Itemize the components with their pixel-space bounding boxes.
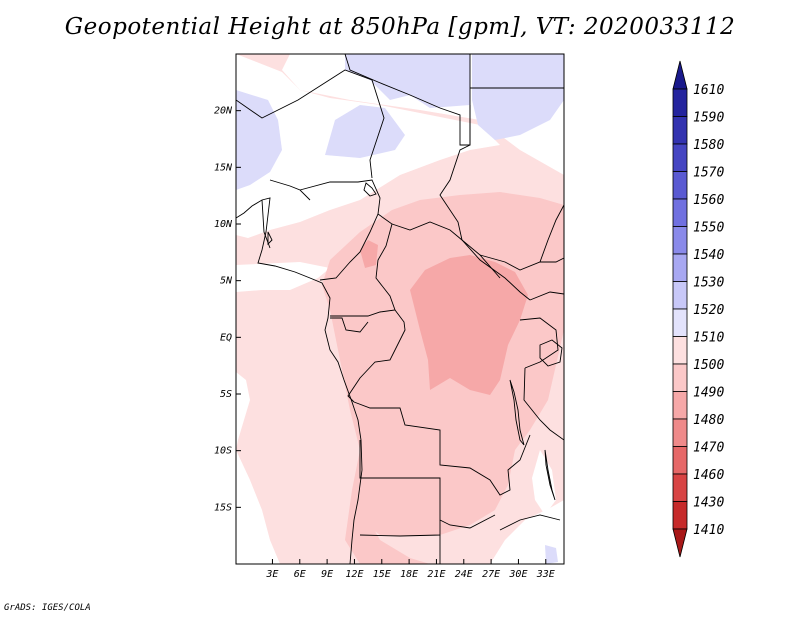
lon-tick-label: 12E [345, 569, 363, 580]
colorbar-label: 1590 [693, 111, 724, 126]
field-band-1520-northeast [472, 54, 564, 140]
field-band-1510-east [532, 450, 556, 515]
field-band-1480-north [360, 240, 378, 268]
field-band-1520-south [545, 545, 558, 564]
colorbar-label: 1570 [693, 166, 724, 181]
lon-tick-label: 18E [400, 569, 418, 580]
colorbar-label: 1540 [693, 248, 724, 263]
lon-tick-label: 21E [427, 569, 445, 580]
lat-tick-label: 20N [214, 106, 233, 117]
colorbar-swatch [672, 88, 688, 117]
border-sudan-south [479, 254, 564, 271]
colorbar-swatch [672, 446, 688, 475]
lon-tick-label: 3E [265, 569, 278, 580]
colorbar-top-triangle [672, 60, 688, 90]
colorbar-label: 1480 [693, 413, 724, 428]
latitude-axis: 20N 15N 10N 5N EQ 5S 10S 15S [214, 106, 241, 513]
border-ethiopia [539, 204, 564, 263]
border-east [529, 291, 564, 301]
colorbar-swatch [672, 336, 688, 365]
border-chad-sudan [439, 54, 501, 279]
lake-chad [363, 182, 377, 197]
colorbar-label: 1550 [693, 221, 724, 236]
lon-tick-label: 6E [294, 569, 306, 580]
field-band-1510-south [236, 450, 280, 564]
border-uganda [519, 317, 559, 369]
colorbar-swatch [672, 501, 688, 530]
lat-tick-label: 5S [220, 389, 232, 400]
field-band-1510-gulf [236, 262, 330, 292]
colorbar-swatch [672, 363, 688, 392]
field-band-1520-west [236, 90, 282, 190]
colorbar-label: 1470 [693, 441, 724, 456]
border-drc-south [353, 401, 531, 496]
field-band-1520-north [345, 54, 470, 108]
lakes [267, 182, 563, 501]
colorbar-label: 1520 [693, 303, 724, 318]
lon-tick-label: 15E [373, 569, 391, 580]
border-cameroon [330, 213, 396, 317]
lon-tick-label: 30E [508, 569, 527, 580]
chart-title: Geopotential Height at 850hPa [gpm], VT:… [64, 14, 736, 40]
border-niger [344, 54, 471, 146]
colorbar-label: 1610 [693, 83, 724, 98]
colorbar-swatch [672, 281, 688, 310]
colorbar-swatch [672, 473, 688, 502]
lat-tick-label: 5N [220, 276, 233, 287]
colorbar-swatch [672, 198, 688, 227]
field-band-1480-core [410, 255, 528, 395]
colorbar-label: 1500 [693, 358, 724, 373]
border-zimbabwe [499, 514, 561, 531]
grads-credit: GrADS: IGES/COLA [4, 603, 91, 613]
height-field [236, 54, 564, 564]
lat-tick-label: 10S [214, 446, 232, 457]
colorbar-label: 1490 [693, 386, 724, 401]
lon-tick-label: 9E [321, 569, 333, 580]
longitude-axis: 3E 6E 9E 12E 15E 18E 21E 24E 27E 30E 33E [265, 559, 555, 580]
border-car [391, 221, 531, 301]
map-frame [235, 53, 565, 565]
field-band-1490-southwest [345, 490, 430, 564]
lake-malawi [544, 449, 556, 501]
colorbar-bottom-triangle [672, 528, 688, 558]
colorbar-swatch [672, 253, 688, 282]
colorbar-swatch [672, 226, 688, 255]
colorbar-swatch [672, 171, 688, 200]
border-tanzania [523, 367, 564, 441]
field-band-1510-ocean [236, 235, 250, 450]
border-gabon [330, 317, 369, 333]
field-band-1520-sahara [325, 105, 405, 158]
border-zambia [359, 520, 441, 537]
colorbar-swatch [672, 143, 688, 172]
colorbar: 1610 1590 1580 1570 1560 1550 1540 1530 1520 1510… [672, 60, 724, 558]
colorbar-label: 1530 [693, 276, 724, 291]
colorbar-swatch [672, 391, 688, 420]
colorbar-label: 1580 [693, 138, 724, 153]
colorbar-label: 1560 [693, 193, 724, 208]
border-burkina [269, 179, 311, 201]
colorbar-swatch [672, 418, 688, 447]
lon-tick-label: 24E [455, 569, 473, 580]
lake-victoria [539, 339, 563, 367]
border-mali [236, 69, 385, 179]
lon-tick-label: 27E [482, 569, 500, 580]
lake-volta [267, 231, 273, 246]
lake-tanganyika [509, 379, 525, 446]
colorbar-label: 1510 [693, 331, 724, 346]
colorbar-swatch [672, 116, 688, 145]
border-congo [347, 309, 406, 403]
colorbar-label: 1430 [693, 496, 724, 511]
colorbar-label: 1410 [693, 523, 724, 538]
coastline-west-africa [236, 197, 363, 564]
colorbar-swatch [672, 308, 688, 337]
colorbar-label: 1460 [693, 468, 724, 483]
lon-tick-label: 33E [536, 569, 555, 580]
border-lines [236, 54, 564, 564]
lat-tick-label: 15N [214, 162, 233, 173]
lat-tick-label: 15S [214, 502, 232, 513]
lat-tick-label: EQ [220, 332, 232, 343]
lat-tick-label: 10N [214, 219, 233, 230]
